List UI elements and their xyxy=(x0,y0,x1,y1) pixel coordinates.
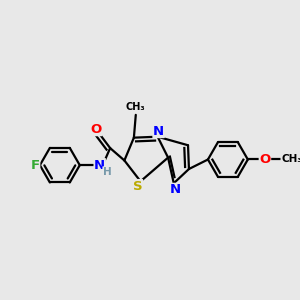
Text: F: F xyxy=(31,159,40,172)
Text: H: H xyxy=(103,167,112,177)
Text: N: N xyxy=(153,124,164,137)
Text: O: O xyxy=(90,123,101,136)
Text: O: O xyxy=(259,153,271,166)
Text: CH₃: CH₃ xyxy=(126,102,146,112)
Text: CH₃: CH₃ xyxy=(281,154,300,164)
Text: S: S xyxy=(133,180,142,193)
Text: N: N xyxy=(170,183,181,196)
Text: N: N xyxy=(94,159,105,172)
